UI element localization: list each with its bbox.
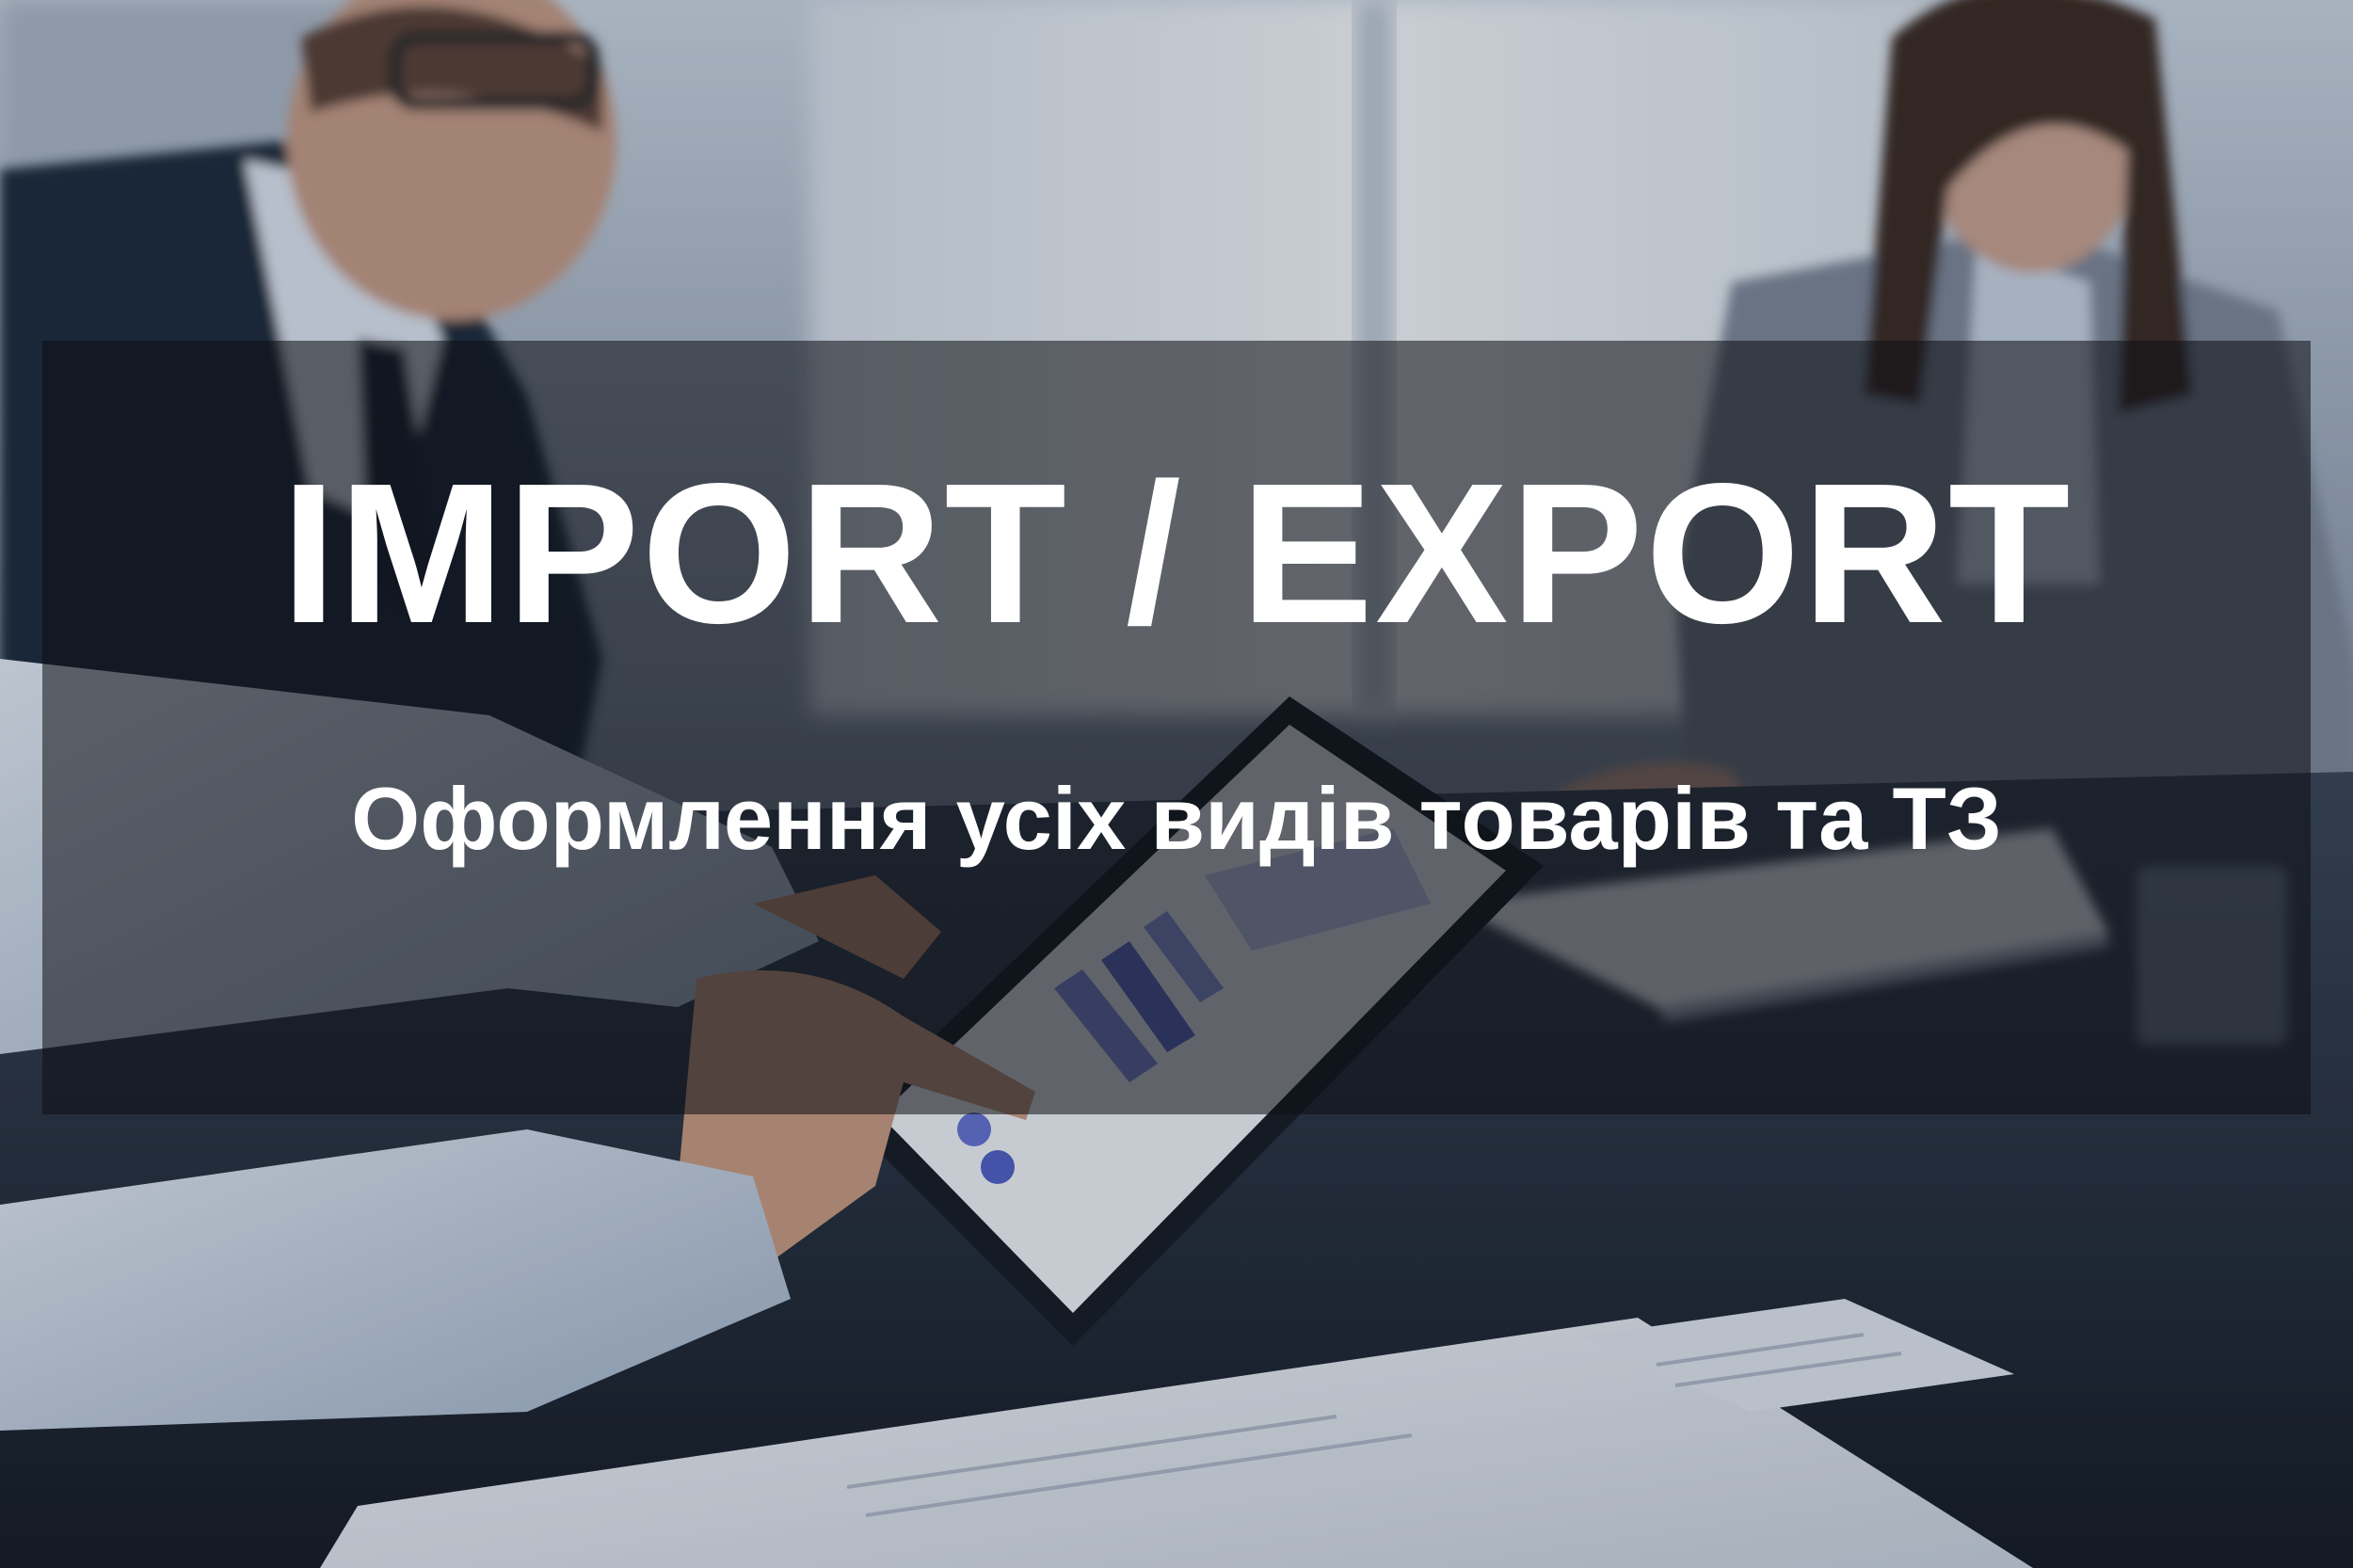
headline: IMPORT / EXPORT	[280, 441, 2073, 664]
text-banner	[42, 341, 2311, 1114]
subheadline: Оформлення усіх видів товарів та ТЗ	[351, 769, 2002, 868]
